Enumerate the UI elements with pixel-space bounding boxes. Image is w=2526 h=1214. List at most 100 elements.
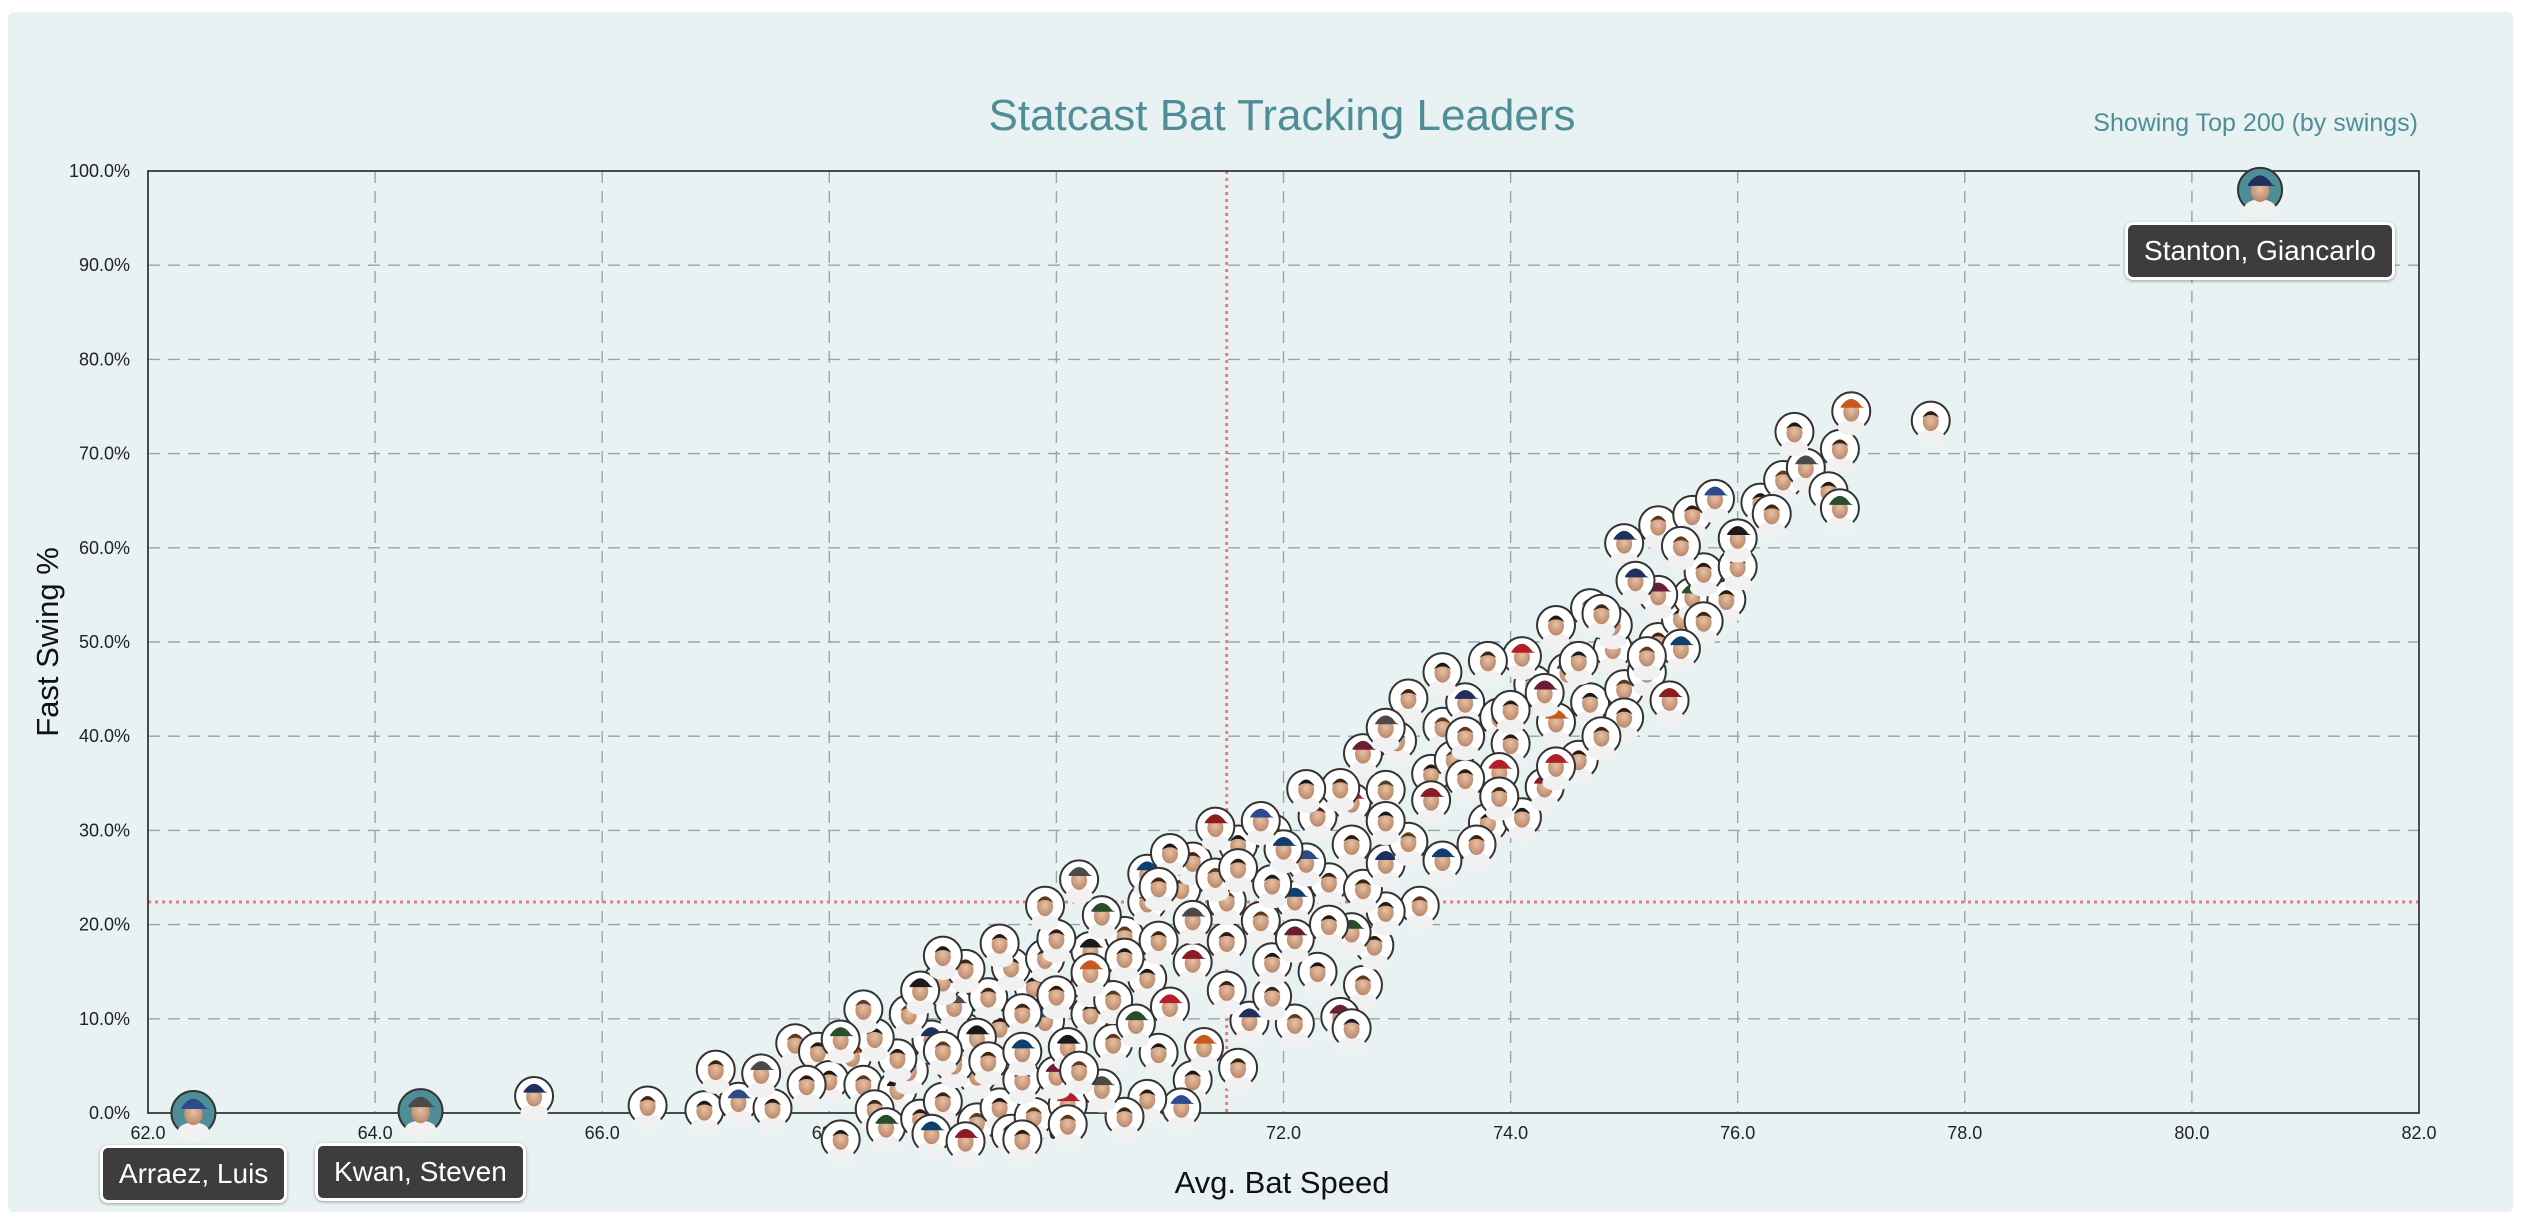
x-tick-label: 66.0: [585, 1123, 620, 1143]
player-point[interactable]: [1604, 523, 1645, 568]
y-tick-label: 60.0%: [79, 538, 130, 558]
player-point[interactable]: [514, 1076, 555, 1121]
player-point[interactable]: [1206, 921, 1247, 966]
player-point[interactable]: [684, 1090, 725, 1135]
player-point[interactable]: [1649, 680, 1690, 725]
player-point[interactable]: [1365, 800, 1406, 846]
player-point[interactable]: [1252, 864, 1293, 909]
player-point[interactable]: [1717, 518, 1758, 563]
player-point[interactable]: [1184, 1027, 1225, 1072]
player-point[interactable]: [1626, 636, 1667, 681]
player-point[interactable]: [1490, 689, 1531, 734]
player-point[interactable]: [1660, 525, 1701, 571]
player-point[interactable]: [1445, 716, 1486, 761]
player-point[interactable]: [1172, 942, 1213, 987]
player-point[interactable]: [1660, 628, 1701, 673]
player-point[interactable]: [1422, 652, 1463, 697]
player-point[interactable]: [1581, 593, 1622, 638]
highlighted-player-point[interactable]: [397, 1088, 444, 1140]
player-point[interactable]: [1059, 1050, 1100, 1095]
player-point[interactable]: [1252, 976, 1293, 1021]
player-point[interactable]: [843, 989, 884, 1034]
player-point[interactable]: [1524, 672, 1565, 717]
player-point[interactable]: [820, 1019, 861, 1064]
player-point[interactable]: [820, 1119, 861, 1164]
x-tick-label: 74.0: [1493, 1123, 1528, 1143]
player-point[interactable]: [741, 1053, 782, 1098]
x-tick-label: 76.0: [1720, 1123, 1755, 1143]
player-point[interactable]: [1002, 1031, 1043, 1076]
player-point[interactable]: [1036, 975, 1077, 1020]
player-point[interactable]: [1456, 824, 1497, 869]
player-point[interactable]: [1138, 866, 1179, 912]
player-point[interactable]: [900, 970, 941, 1015]
player-point[interactable]: [1240, 900, 1281, 945]
player-point[interactable]: [1331, 1008, 1372, 1053]
player-point[interactable]: [1774, 411, 1815, 457]
player-point[interactable]: [718, 1081, 759, 1126]
player-point[interactable]: [1297, 951, 1338, 996]
highlighted-player-point[interactable]: [170, 1090, 217, 1141]
player-point[interactable]: [1025, 885, 1066, 930]
player-point[interactable]: [1308, 904, 1349, 949]
player-point[interactable]: [1536, 746, 1577, 791]
player-point[interactable]: [1479, 776, 1520, 821]
player-point[interactable]: [1274, 918, 1315, 963]
player-point[interactable]: [627, 1085, 668, 1130]
player-point[interactable]: [1286, 768, 1327, 814]
highlighted-player-point[interactable]: [2237, 166, 2284, 218]
player-point[interactable]: [1581, 716, 1622, 761]
player-point[interactable]: [1240, 800, 1281, 846]
player-point[interactable]: [786, 1064, 827, 1109]
player-point[interactable]: [752, 1088, 793, 1133]
player-point[interactable]: [1218, 848, 1259, 893]
player-point[interactable]: [1558, 640, 1599, 685]
player-point[interactable]: [1422, 840, 1463, 885]
player-point[interactable]: [1320, 768, 1361, 813]
player-point[interactable]: [1445, 758, 1486, 803]
player-point[interactable]: [1751, 493, 1792, 539]
player-point[interactable]: [1149, 986, 1190, 1031]
player-point[interactable]: [968, 977, 1009, 1022]
player-point[interactable]: [1206, 970, 1247, 1015]
player-point[interactable]: [1365, 769, 1406, 815]
player-point[interactable]: [1819, 488, 1860, 533]
player-point[interactable]: [1365, 707, 1406, 752]
player-point[interactable]: [1002, 993, 1043, 1038]
player-point[interactable]: [1047, 1104, 1088, 1149]
player-point[interactable]: [1831, 391, 1872, 436]
player-point[interactable]: [866, 1107, 907, 1152]
player-point[interactable]: [1059, 859, 1100, 904]
player-point[interactable]: [1138, 920, 1179, 965]
player-point[interactable]: [1467, 640, 1508, 685]
player-point[interactable]: [1104, 937, 1145, 982]
player-point[interactable]: [1070, 952, 1111, 997]
player-point[interactable]: [922, 1030, 963, 1075]
player-point[interactable]: [911, 1113, 952, 1158]
player-point[interactable]: [695, 1049, 736, 1094]
player-point[interactable]: [1172, 899, 1213, 945]
player-point[interactable]: [922, 935, 963, 980]
player-point[interactable]: [1819, 428, 1860, 474]
player-point[interactable]: [1104, 1096, 1145, 1141]
player-point[interactable]: [1536, 605, 1577, 650]
player-point[interactable]: [1002, 1119, 1043, 1164]
player-point[interactable]: [1218, 1047, 1259, 1092]
player-point[interactable]: [1910, 400, 1951, 445]
player-point[interactable]: [1331, 824, 1372, 869]
player-point[interactable]: [1138, 1032, 1179, 1077]
player-point[interactable]: [1399, 885, 1440, 930]
player-point[interactable]: [1149, 833, 1190, 878]
player-point[interactable]: [968, 1041, 1009, 1086]
player-point[interactable]: [1615, 560, 1656, 605]
player-point[interactable]: [1195, 806, 1236, 851]
player-point[interactable]: [1263, 829, 1304, 874]
player-point[interactable]: [1081, 895, 1122, 940]
player-point[interactable]: [1115, 1003, 1156, 1048]
player-point[interactable]: [945, 1121, 986, 1166]
player-point[interactable]: [1161, 1087, 1202, 1132]
player-point[interactable]: [1411, 780, 1452, 825]
player-point[interactable]: [979, 923, 1020, 968]
player-point[interactable]: [1501, 636, 1542, 681]
player-point[interactable]: [1694, 478, 1735, 523]
